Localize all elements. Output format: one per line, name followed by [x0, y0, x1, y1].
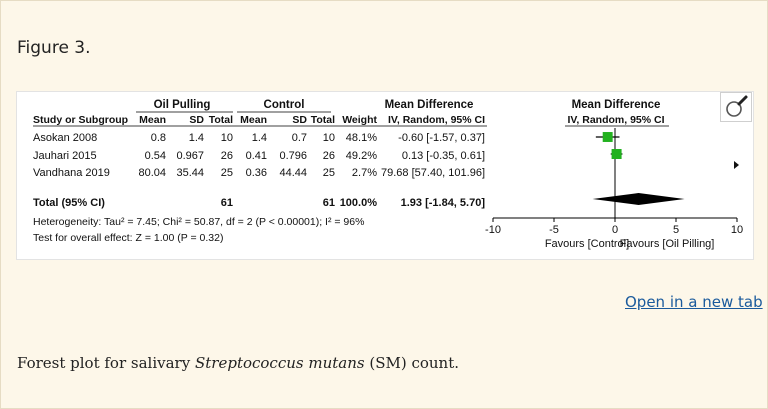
x-tick-label: -5: [549, 224, 559, 236]
ctl-total: 26: [323, 150, 335, 162]
header-plot-mean-difference: Mean Difference: [572, 99, 661, 111]
caption-species: Streptococcus mutans: [194, 354, 365, 372]
caption-text-after: (SM) count.: [364, 354, 460, 372]
weight: 2.7%: [352, 167, 377, 179]
heterogeneity-text: Heterogeneity: Tau² = 7.45; Chi² = 50.87…: [33, 216, 364, 228]
arrow-right-icon[interactable]: [734, 161, 739, 169]
oil-total: 25: [221, 167, 233, 179]
ctl-sd: 0.796: [279, 150, 307, 162]
total-weight: 100.0%: [340, 197, 378, 209]
x-tick-label: 10: [731, 224, 743, 236]
favours-oil-label: Favours [Oil Pilling]: [620, 238, 715, 250]
oil-sd: 1.4: [189, 132, 204, 144]
total-ctl: 61: [323, 197, 335, 209]
oil-total: 26: [221, 150, 233, 162]
ctl-mean: 1.4: [252, 132, 267, 144]
header-mean-difference: Mean Difference: [385, 99, 474, 111]
col-plot-ci: IV, Random, 95% CI: [567, 114, 664, 126]
forest-plot: Oil Pulling Control Mean Difference Mean…: [33, 99, 743, 250]
total-label: Total (95% CI): [33, 197, 105, 209]
oil-mean: 0.54: [145, 150, 166, 162]
weight: 49.2%: [346, 150, 377, 162]
header-oil-pulling: Oil Pulling: [154, 99, 211, 111]
forest-plot-panel: Oil Pulling Control Mean Difference Mean…: [16, 91, 754, 260]
col-weight: Weight: [342, 114, 377, 126]
figure-label: Figure 3.: [17, 38, 91, 58]
weight: 48.1%: [346, 132, 377, 144]
ci-text: -0.60 [-1.57, 0.37]: [398, 132, 485, 144]
x-tick-label: -10: [485, 224, 501, 236]
study-name: Jauhari 2015: [33, 150, 97, 162]
zoom-button[interactable]: [720, 92, 752, 122]
col-ctl-mean: Mean: [240, 114, 267, 126]
open-in-new-tab-link[interactable]: Open in a new tab: [625, 293, 763, 311]
total-ci: 1.93 [-1.84, 5.70]: [401, 197, 486, 209]
col-oil-sd: SD: [189, 114, 204, 126]
ci-text: 0.13 [-0.35, 0.61]: [402, 150, 485, 162]
ci-text: 79.68 [57.40, 101.96]: [381, 167, 485, 179]
col-ctl-total: Total: [311, 114, 335, 126]
header-control: Control: [264, 99, 305, 111]
study-row: Vandhana 2019 80.04 35.44 25 0.36 44.44 …: [33, 167, 485, 179]
col-study: Study or Subgroup: [33, 114, 128, 126]
col-ci: IV, Random, 95% CI: [388, 114, 485, 126]
summary-diamond: [592, 193, 685, 205]
overall-effect-text: Test for overall effect: Z = 1.00 (P = 0…: [33, 232, 223, 244]
x-tick-label: 0: [612, 224, 618, 236]
oil-sd: 0.967: [176, 150, 204, 162]
favours-control-label: Favours [Control]: [545, 238, 629, 250]
ctl-sd: 0.7: [292, 132, 307, 144]
ctl-total: 25: [323, 167, 335, 179]
figure-caption: Forest plot for salivary Streptococcus m…: [17, 354, 459, 372]
ctl-mean: 0.36: [246, 167, 267, 179]
total-row: Total (95% CI) 61 61 100.0% 1.93 [-1.84,…: [33, 197, 485, 209]
col-oil-total: Total: [209, 114, 233, 126]
caption-text-before: Forest plot for salivary: [17, 354, 195, 372]
study-point-marker: [602, 132, 613, 142]
oil-sd: 35.44: [176, 167, 204, 179]
oil-total: 10: [221, 132, 233, 144]
oil-mean: 80.04: [138, 167, 166, 179]
ctl-sd: 44.44: [279, 167, 307, 179]
study-point-marker: [611, 149, 622, 159]
oil-mean: 0.8: [151, 132, 166, 144]
study-row: Asokan 2008 0.8 1.4 10 1.4 0.7 10 48.1% …: [33, 132, 485, 144]
ctl-mean: 0.41: [246, 150, 267, 162]
x-tick-label: 5: [673, 224, 679, 236]
study-name: Vandhana 2019: [33, 167, 110, 179]
col-ctl-sd: SD: [292, 114, 307, 126]
col-oil-mean: Mean: [139, 114, 166, 126]
study-row: Jauhari 2015 0.54 0.967 26 0.41 0.796 26…: [33, 150, 485, 162]
magnifier-icon: [726, 95, 748, 117]
ctl-total: 10: [323, 132, 335, 144]
total-oil: 61: [221, 197, 233, 209]
study-name: Asokan 2008: [33, 132, 97, 144]
